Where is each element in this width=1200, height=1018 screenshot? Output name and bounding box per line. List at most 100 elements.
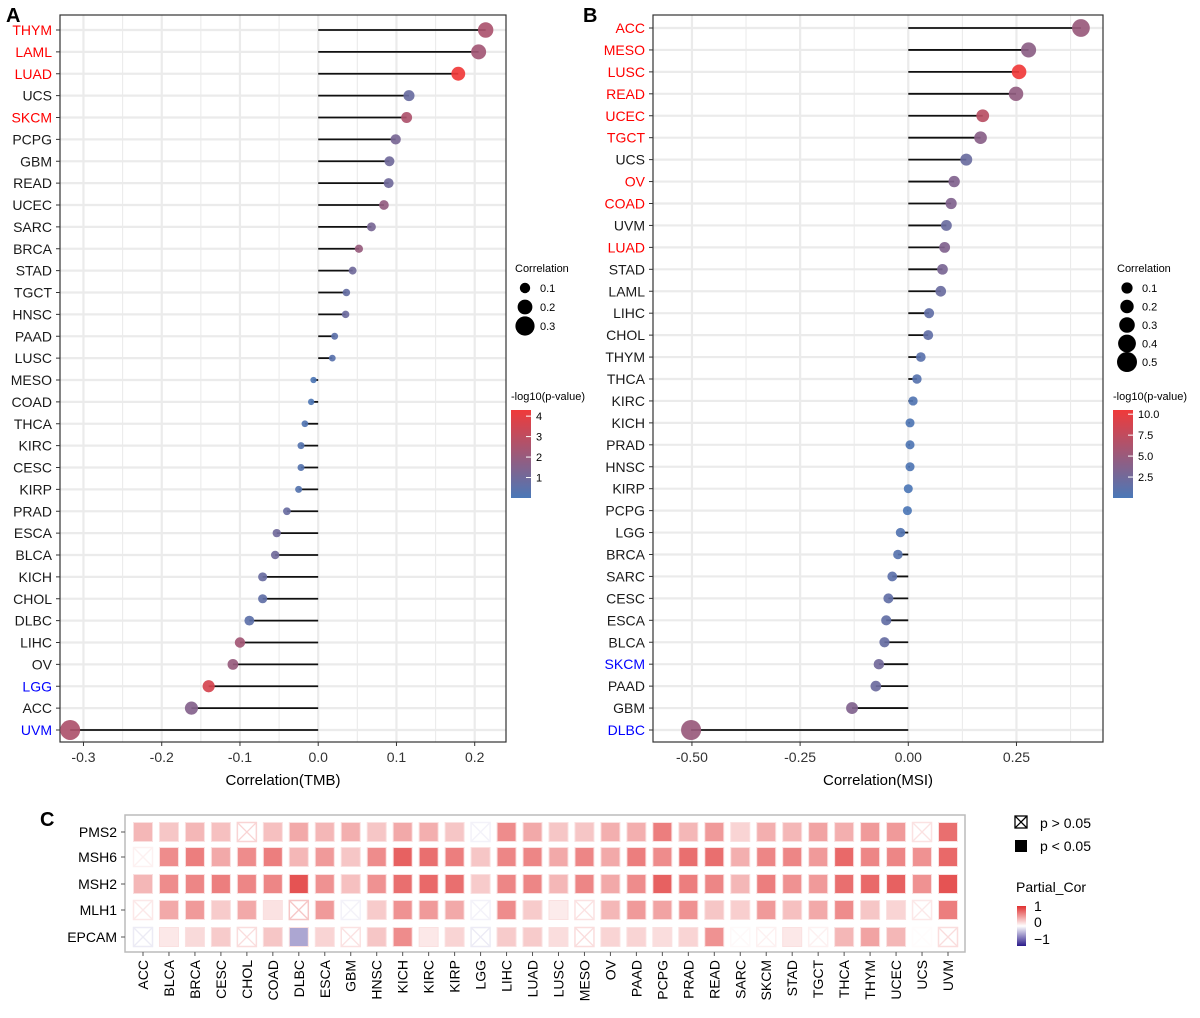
lollipop-point-meso: [1021, 42, 1037, 58]
heatmap-cell-pms2-read: [704, 822, 725, 842]
heatmap-cell-msh6-gbm: [340, 847, 361, 867]
lollipop-point-chol: [258, 594, 268, 604]
lollipop-point-ucs: [960, 153, 973, 166]
y-tick-label-sarc: SARC: [606, 568, 645, 584]
heatmap-cell-ns-pms2-ucs: [911, 821, 933, 843]
heatmap-cell-msh6-kirc: [418, 847, 439, 867]
y-tick-label-gbm: GBM: [20, 153, 52, 169]
lollipop-point-kich: [258, 572, 268, 582]
heatmap-cell-mlh1-read: [704, 900, 725, 920]
heatmap-cell-pms2-lusc: [548, 822, 569, 842]
lollipop-point-prad: [905, 440, 915, 450]
heatmap-cell-msh2-kirp: [444, 874, 465, 894]
heatmap-cell-mlh1-uvm: [938, 900, 958, 920]
heatmap-cell-pms2-hnsc: [366, 822, 387, 842]
row-label-epcam: EPCAM: [67, 929, 117, 945]
cross-icon: [756, 927, 777, 947]
y-tick-label-cesc: CESC: [606, 590, 645, 606]
lollipop-point-lgg: [895, 527, 906, 538]
lollipop-point-ov: [948, 175, 960, 188]
color-legend-title: -log10(p-value): [1113, 391, 1187, 403]
lollipop-point-blca: [879, 637, 890, 648]
heatmap-cell-msh2-tgct: [808, 874, 829, 894]
column-label-chol: CHOL: [239, 960, 255, 999]
heatmap-cell-msh2-pcpg: [652, 874, 673, 894]
heatmap-cell-ns-mlh1-ucs: [911, 899, 933, 921]
size-legend-dot: [515, 316, 535, 336]
column-label-dlbc: DLBC: [291, 960, 307, 997]
y-tick-label-meso: MESO: [604, 42, 645, 58]
heatmap-cell-msh2-lusc: [548, 874, 569, 894]
lollipop-point-lihc: [234, 637, 246, 648]
heatmap-cell-epcam-hnsc: [366, 927, 387, 947]
x-tick-label: -0.1: [228, 749, 252, 765]
heatmap-cell-pms2-skcm: [756, 822, 777, 842]
column-label-esca: ESCA: [317, 959, 333, 998]
lollipop-point-kirc: [297, 442, 305, 450]
column-label-stad: STAD: [784, 960, 800, 996]
color-legend-label: 2.5: [1138, 472, 1153, 484]
y-tick-label-luad: LUAD: [608, 239, 645, 255]
heatmap-cell-pms2-paad: [626, 822, 647, 842]
y-tick-label-luad: LUAD: [15, 66, 52, 82]
cross-icon: [340, 900, 361, 920]
x-axis-title: Correlation(MSI): [823, 772, 933, 789]
panel-a: -0.3 -0.2 -0.1 0.0 0.1 0.2 Correlation(TMB) THY…: [11, 14, 585, 789]
color-legend-label: 7.5: [1138, 430, 1153, 442]
lollipop-point-luad: [939, 241, 951, 253]
cross-icon: [133, 927, 153, 947]
lollipop-point-hnsc: [341, 310, 350, 319]
heatmap-cell-msh6-lusc: [548, 847, 569, 867]
heatmap-cell-ns-epcam-meso: [574, 926, 595, 948]
lollipop-point-chol: [923, 330, 934, 341]
heatmap-cell-ns-mlh1-meso: [574, 899, 595, 921]
cross-icon: [133, 900, 153, 920]
cross-icon: [912, 900, 932, 920]
size-legend-title: Correlation: [1117, 263, 1171, 275]
heatmap-cell-msh2-acc: [133, 874, 153, 894]
y-tick-label-pcpg: PCPG: [12, 131, 52, 147]
heatmap-cell-mlh1-luad: [522, 900, 543, 920]
heatmap-cell-msh6-lgg: [470, 847, 491, 867]
column-label-sarc: SARC: [732, 960, 748, 999]
heatmap-cell-msh2-gbm: [340, 874, 361, 894]
column-label-gbm: GBM: [343, 960, 359, 992]
heatmap-cell-epcam-thca: [834, 927, 855, 947]
y-tick-label-blca: BLCA: [15, 547, 52, 563]
lollipop-point-thca: [912, 374, 922, 384]
cross-icon: [1014, 815, 1028, 829]
column-label-kirc: KIRC: [421, 960, 437, 993]
lollipop-point-ucec: [976, 109, 990, 123]
column-label-acc: ACC: [135, 960, 151, 990]
column-label-lusc: LUSC: [550, 960, 566, 997]
heatmap-cell-msh6-chol: [236, 847, 257, 867]
heatmap-cell-epcam-ov: [600, 927, 621, 947]
heatmap-cell-epcam-kirp: [444, 927, 465, 947]
cross-icon: [133, 847, 153, 867]
lollipop-point-kirp: [295, 485, 303, 493]
y-tick-label-tgct: TGCT: [14, 285, 53, 301]
heatmap-cell-pms2-sarc: [730, 822, 751, 842]
heatmap-cell-msh2-thym: [860, 874, 881, 894]
heatmap-cell-msh2-coad: [262, 874, 283, 894]
column-label-hnsc: HNSC: [369, 960, 385, 1000]
heatmap-cell-pms2-ov: [600, 822, 621, 842]
color-legend-label: 2: [536, 452, 542, 464]
lollipop-point-stad: [348, 266, 357, 275]
column-label-thca: THCA: [836, 959, 852, 998]
heatmap-cell-mlh1-prad: [678, 900, 699, 920]
heatmap-cell-msh2-esca: [314, 874, 335, 894]
color-legend-label: 4: [536, 411, 542, 423]
size-legend-label: 0.1: [540, 283, 555, 295]
heatmap-cell-ns-pms2-lgg: [470, 821, 491, 843]
heatmap-cell-epcam-thym: [860, 927, 881, 947]
heatmap-cell-msh6-lihc: [496, 847, 517, 867]
color-legend-label: 10.0: [1138, 409, 1159, 421]
heatmap-cell-mlh1-blca: [158, 900, 179, 920]
y-tick-label-chol: CHOL: [606, 327, 645, 343]
cross-icon: [912, 822, 932, 842]
row-label-mlh1: MLH1: [80, 902, 118, 918]
heatmap-cell-msh6-tgct: [808, 847, 829, 867]
lollipop-point-sarc: [887, 571, 898, 582]
cross-icon: [938, 927, 958, 947]
